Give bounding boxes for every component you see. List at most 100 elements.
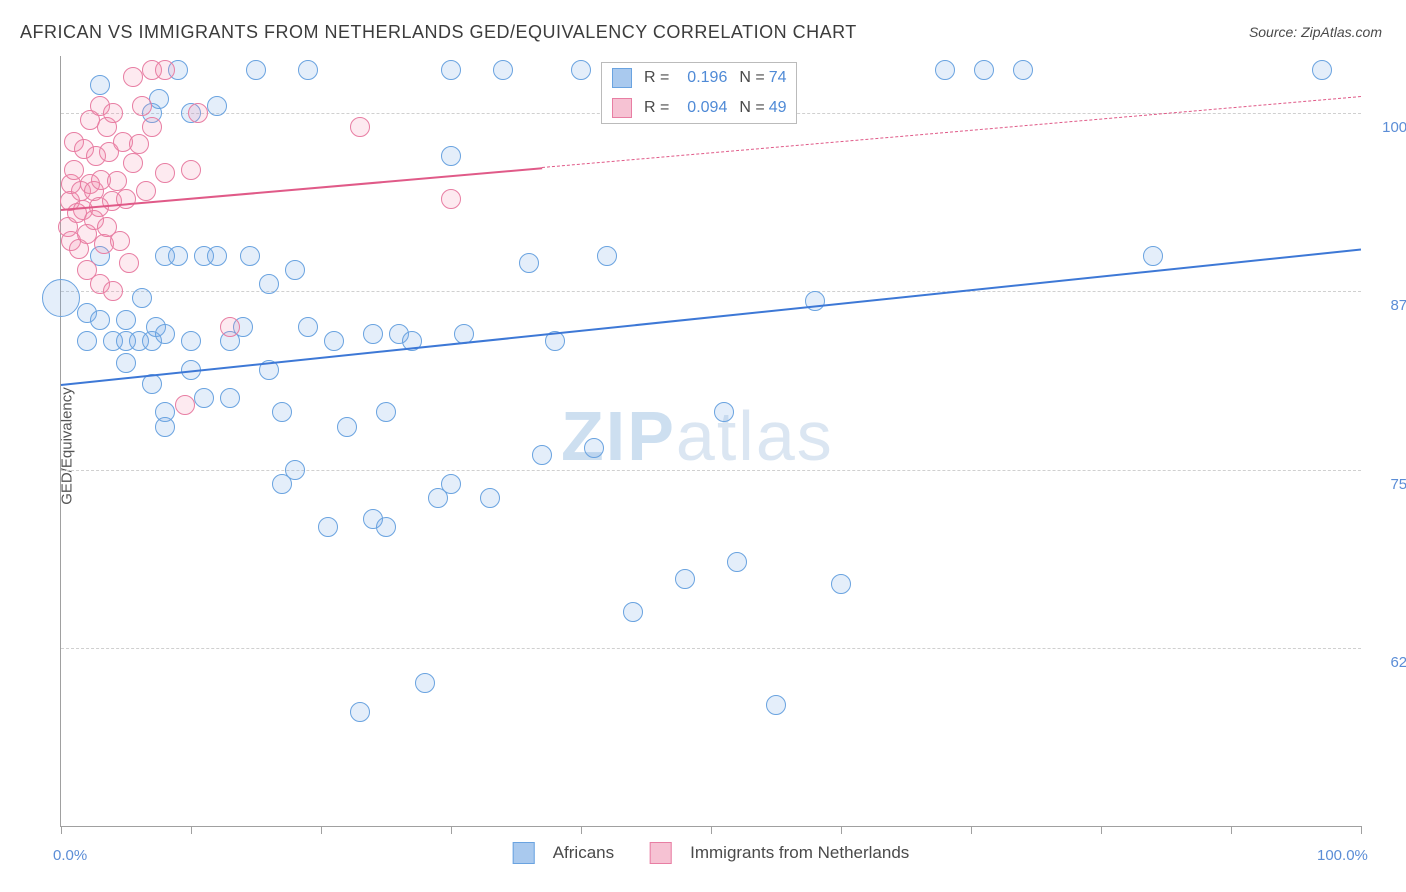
y-tick-label: 75.0% (1390, 476, 1406, 493)
data-point-africans (318, 517, 338, 537)
legend-swatch-netherlands (650, 842, 672, 864)
trend-line (61, 167, 542, 211)
data-point-africans (480, 488, 500, 508)
y-tick-label: 62.5% (1390, 654, 1406, 671)
data-point-africans (493, 60, 513, 80)
legend-swatch-africans (513, 842, 535, 864)
x-tick (451, 826, 452, 834)
data-point-africans (415, 673, 435, 693)
data-point-netherlands (155, 60, 175, 80)
data-point-africans (90, 75, 110, 95)
data-point-netherlands (119, 253, 139, 273)
data-point-africans (116, 353, 136, 373)
data-point-africans (181, 331, 201, 351)
data-point-africans (831, 574, 851, 594)
data-point-africans (974, 60, 994, 80)
r-label: R = (644, 99, 669, 117)
data-point-africans (285, 460, 305, 480)
watermark-bold: ZIP (561, 397, 676, 475)
correlation-legend-row: R =0.094N =49 (602, 93, 796, 123)
data-point-africans (532, 445, 552, 465)
data-point-africans (1143, 246, 1163, 266)
chart-title: AFRICAN VS IMMIGRANTS FROM NETHERLANDS G… (20, 22, 857, 43)
data-point-africans (324, 331, 344, 351)
n-value: 74 (769, 69, 787, 87)
data-point-africans (132, 288, 152, 308)
source-label: Source: ZipAtlas.com (1249, 24, 1382, 40)
data-point-africans (363, 324, 383, 344)
data-point-netherlands (155, 163, 175, 183)
x-tick (841, 826, 842, 834)
data-point-africans (1312, 60, 1332, 80)
data-point-netherlands (129, 134, 149, 154)
data-point-africans (272, 402, 292, 422)
data-point-africans (220, 388, 240, 408)
r-label: R = (644, 69, 669, 87)
scatter-plot-area: ZIPatlas Africans Immigrants from Nether… (60, 56, 1361, 827)
data-point-africans (441, 60, 461, 80)
x-tick (61, 826, 62, 834)
data-point-africans (298, 60, 318, 80)
data-point-africans (116, 310, 136, 330)
n-value: 49 (769, 99, 787, 117)
data-point-africans (90, 310, 110, 330)
x-tick (971, 826, 972, 834)
data-point-netherlands (441, 189, 461, 209)
data-point-africans (77, 331, 97, 351)
x-tick (321, 826, 322, 834)
correlation-legend-row: R =0.196 N = 74 (602, 63, 796, 93)
legend-bottom: Africans Immigrants from Netherlands (513, 842, 910, 864)
data-point-africans (376, 402, 396, 422)
watermark: ZIPatlas (561, 396, 834, 476)
data-point-africans (246, 60, 266, 80)
gridline (61, 648, 1361, 649)
data-point-africans (623, 602, 643, 622)
gridline (61, 470, 1361, 471)
n-label: N = (739, 69, 764, 87)
x-tick (1231, 826, 1232, 834)
legend-label-netherlands: Immigrants from Netherlands (690, 843, 909, 863)
data-point-africans (597, 246, 617, 266)
data-point-africans (155, 417, 175, 437)
x-tick (1361, 826, 1362, 834)
data-point-africans (285, 260, 305, 280)
data-point-africans (350, 702, 370, 722)
data-point-africans (584, 438, 604, 458)
r-value: 0.094 (673, 99, 727, 117)
trend-line (61, 248, 1361, 385)
data-point-africans (935, 60, 955, 80)
y-tick-label: 100.0% (1382, 119, 1406, 136)
data-point-netherlands (103, 103, 123, 123)
data-point-africans (441, 146, 461, 166)
data-point-netherlands (220, 317, 240, 337)
x-tick (1101, 826, 1102, 834)
data-point-africans (805, 291, 825, 311)
data-point-africans (207, 246, 227, 266)
data-point-netherlands (142, 117, 162, 137)
legend-label-africans: Africans (553, 843, 614, 863)
x-tick (191, 826, 192, 834)
legend-swatch (612, 98, 632, 118)
data-point-africans (727, 552, 747, 572)
y-tick-label: 87.5% (1390, 297, 1406, 314)
data-point-netherlands (188, 103, 208, 123)
data-point-netherlands (123, 67, 143, 87)
r-value: 0.196 (673, 69, 727, 87)
data-point-africans (337, 417, 357, 437)
data-point-africans (441, 474, 461, 494)
data-point-africans (675, 569, 695, 589)
x-tick (711, 826, 712, 834)
data-point-netherlands (123, 153, 143, 173)
correlation-legend: R =0.196 N = 74 R =0.094N =49 (601, 62, 797, 124)
data-point-netherlands (110, 231, 130, 251)
data-point-africans (259, 274, 279, 294)
data-point-africans (519, 253, 539, 273)
data-point-africans (168, 246, 188, 266)
data-point-netherlands (132, 96, 152, 116)
data-point-africans (571, 60, 591, 80)
data-point-africans (194, 388, 214, 408)
data-point-africans (155, 324, 175, 344)
data-point-netherlands (136, 181, 156, 201)
x-axis-label-max: 100.0% (1317, 847, 1368, 864)
data-point-africans (207, 96, 227, 116)
